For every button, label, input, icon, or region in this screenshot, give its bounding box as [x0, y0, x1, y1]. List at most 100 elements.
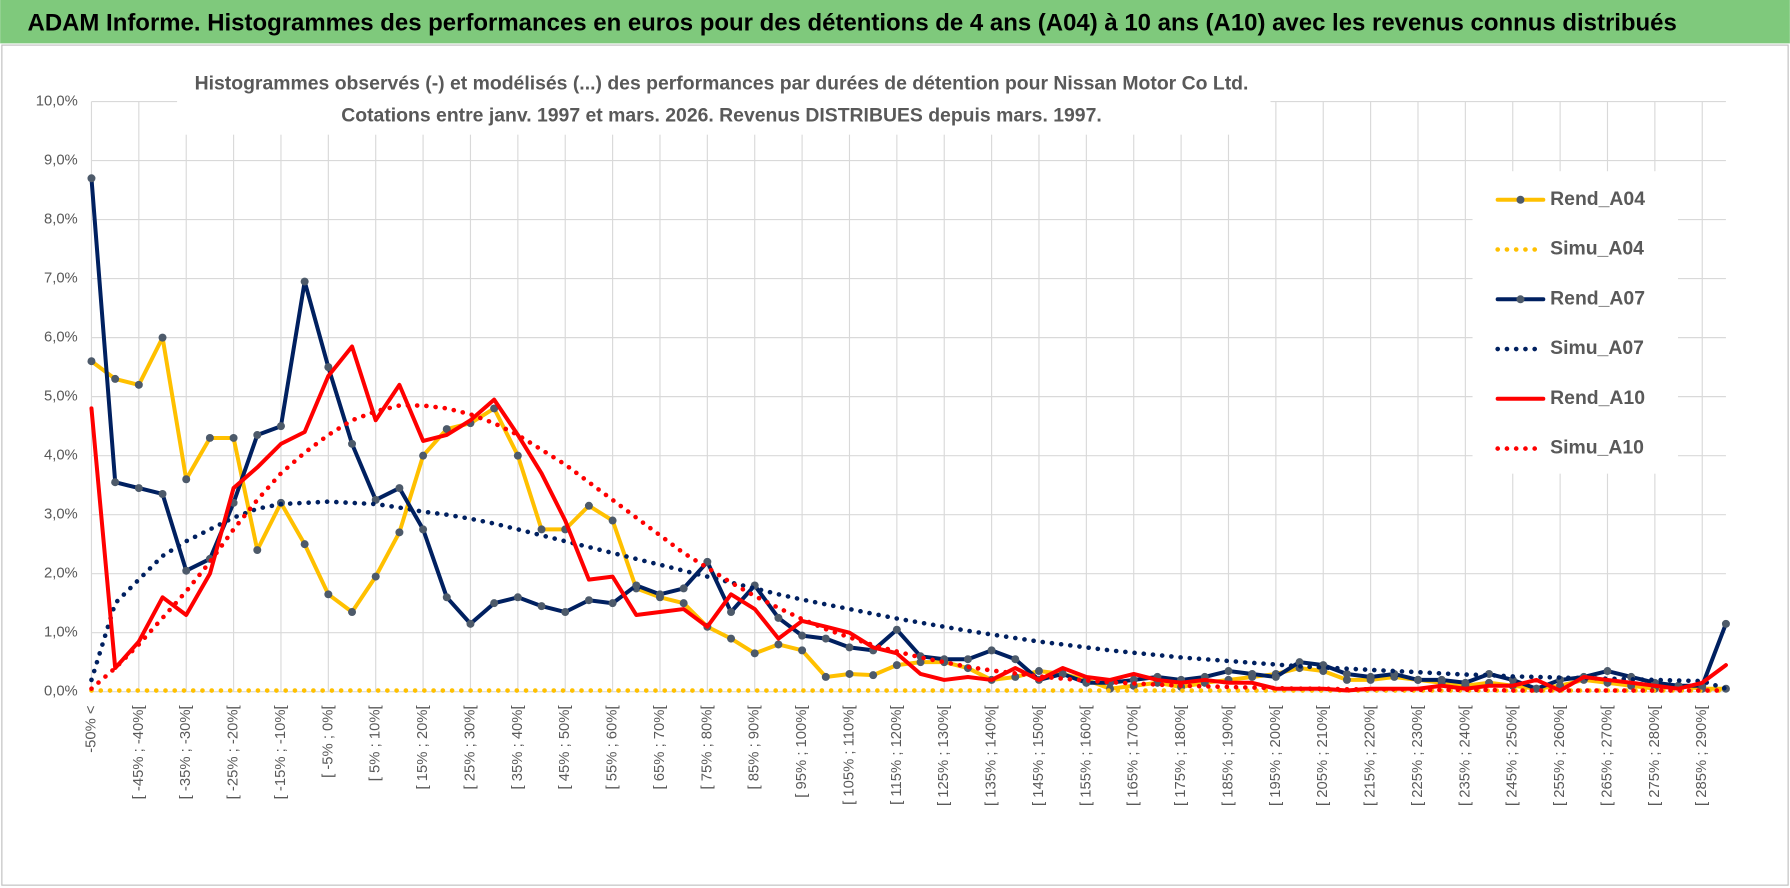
point [513, 593, 522, 602]
y-tick-label: 7,0% [44, 271, 78, 287]
point [419, 451, 428, 460]
series-line [89, 499, 1729, 691]
x-tick-label: [ 45% ; 50%[ [557, 705, 573, 789]
point [537, 525, 546, 534]
point [182, 566, 191, 575]
point [1224, 667, 1233, 676]
point [182, 475, 191, 484]
x-tick-label: [ 85% ; 90%[ [747, 705, 763, 789]
point [679, 599, 688, 608]
x-tick-label: [ 125% ; 130%[ [936, 705, 952, 806]
legend-label: Rend_A07 [1550, 287, 1645, 309]
series-line [89, 344, 1728, 693]
legend-box [1472, 171, 1678, 474]
point [324, 590, 333, 599]
point [727, 634, 736, 643]
point [1319, 667, 1328, 676]
point [442, 425, 451, 434]
point [798, 646, 807, 655]
point [1366, 672, 1375, 681]
point [419, 525, 428, 534]
x-tick-label: [ 25% ; 30%[ [462, 705, 478, 789]
point [253, 546, 262, 555]
header-bar [0, 0, 1790, 44]
x-tick-label: [ 55% ; 60%[ [605, 705, 621, 789]
x-tick-label: [ 235% ; 240%[ [1457, 705, 1473, 806]
x-tick-label: [ 75% ; 80%[ [699, 705, 715, 789]
y-tick-label: 2,0% [44, 566, 78, 582]
x-tick-label: [ 275% ; 280%[ [1647, 705, 1663, 806]
x-tick-label: [ 35% ; 40%[ [510, 705, 526, 789]
x-tick-label: [ 285% ; 290%[ [1694, 705, 1710, 806]
x-tick-label: [ 225% ; 230%[ [1410, 705, 1426, 806]
point [584, 501, 593, 510]
legend-label: Rend_A04 [1550, 188, 1645, 210]
x-tick-label: [ -25% ; -20%[ [226, 705, 242, 799]
y-tick-label: 0,0% [44, 684, 78, 700]
y-tick-label: 8,0% [44, 212, 78, 228]
y-tick-label: 6,0% [44, 330, 78, 346]
point [229, 433, 238, 442]
point [608, 599, 617, 608]
point [442, 593, 451, 602]
point [1508, 675, 1517, 684]
point [608, 516, 617, 525]
point [679, 584, 688, 593]
x-tick-label: [ 95% ; 100%[ [794, 705, 810, 797]
point [1319, 661, 1328, 670]
x-tick-label: [ 155% ; 160%[ [1078, 705, 1094, 806]
x-tick-label: [ 105% ; 110%[ [841, 705, 857, 804]
x-tick-label: [ 65% ; 70%[ [652, 705, 668, 789]
point [1058, 669, 1067, 678]
point [348, 439, 357, 448]
point [513, 451, 522, 460]
point [324, 363, 333, 372]
legend-label: Simu_A07 [1550, 337, 1644, 359]
x-tick-label: [ -45% ; -40%[ [131, 705, 147, 799]
point [1413, 675, 1422, 684]
point [584, 596, 593, 605]
x-tick-label: [ 175% ; 180%[ [1173, 705, 1189, 806]
point [1295, 658, 1304, 667]
point [1342, 675, 1351, 684]
point [561, 608, 570, 617]
point [490, 404, 499, 413]
x-tick-label: [ 195% ; 200%[ [1268, 705, 1284, 806]
point [821, 634, 830, 643]
point [892, 625, 901, 634]
x-tick-label: [ 145% ; 150%[ [1031, 705, 1047, 806]
legend-label: Simu_A04 [1550, 238, 1644, 260]
point [134, 380, 143, 389]
point [1011, 655, 1020, 664]
point [490, 599, 499, 608]
point [845, 669, 854, 678]
point [466, 619, 475, 628]
point [300, 540, 309, 549]
point [276, 422, 285, 431]
point [1721, 619, 1730, 628]
point [1437, 675, 1446, 684]
x-tick-label: -50% < [83, 705, 99, 752]
x-tick-label: [ 245% ; 250%[ [1505, 705, 1521, 806]
point [987, 646, 996, 655]
point [1342, 669, 1351, 678]
point [655, 590, 664, 599]
y-tick-label: 3,0% [44, 507, 78, 523]
header-title: ADAM Informe. Histogrammes des performan… [28, 9, 1677, 36]
point [632, 581, 641, 590]
y-tick-label: 4,0% [44, 448, 78, 464]
point [134, 484, 143, 493]
x-tick-label: [ -15% ; -10%[ [273, 705, 289, 799]
point [774, 640, 783, 649]
series-line [89, 176, 1728, 691]
point [1271, 672, 1280, 681]
point [703, 557, 712, 566]
point [537, 602, 546, 611]
point [963, 655, 972, 664]
x-tick-label: [ 265% ; 270%[ [1599, 705, 1615, 806]
point [87, 174, 96, 183]
point [395, 528, 404, 537]
point [774, 613, 783, 622]
point [1461, 678, 1470, 687]
legend-marker [1516, 295, 1525, 304]
